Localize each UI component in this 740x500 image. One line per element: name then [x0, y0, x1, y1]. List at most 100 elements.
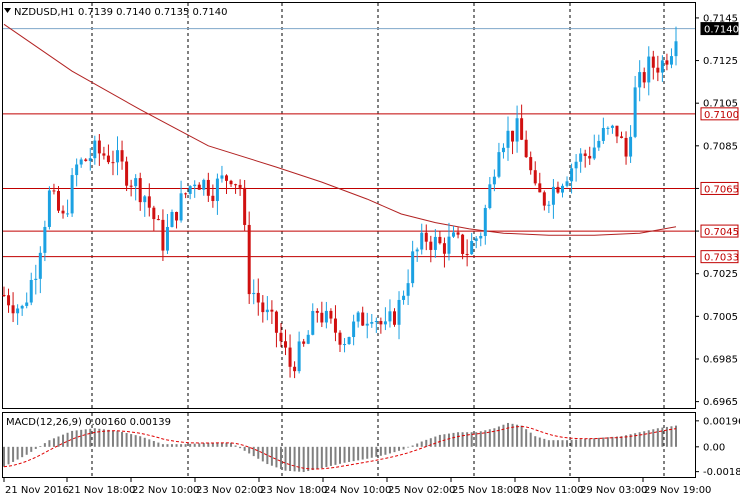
candle-body: [147, 196, 151, 208]
macd-bar: [339, 446, 341, 464]
candle-body: [215, 178, 219, 202]
macd-bar: [620, 436, 623, 447]
candle-body: [383, 321, 387, 325]
candle-body: [34, 278, 38, 280]
price-tick-label: 0.6985: [703, 354, 738, 365]
candle-body: [229, 180, 233, 185]
candle-body: [243, 187, 247, 225]
candle-body: [560, 185, 564, 193]
ohlc-label: 0.7139 0.7140 0.7135 0.7140: [78, 7, 228, 18]
candle-body: [11, 305, 15, 314]
candle-body: [138, 178, 142, 203]
candle-body: [429, 241, 433, 250]
time-tick-label: 21 Nov 2016: [5, 485, 69, 496]
macd-bar: [230, 442, 233, 447]
candle-body: [660, 60, 664, 73]
macd-bar: [479, 431, 482, 447]
time-tick-label: 24 Nov 10:00: [324, 485, 391, 496]
macd-bar: [611, 436, 614, 447]
vertical-gridlines: [91, 3, 665, 477]
price-tick-label: 0.7145: [703, 13, 738, 24]
candle-body: [224, 175, 228, 181]
candle-body: [433, 236, 437, 250]
candle-body: [293, 366, 297, 372]
candle-body: [270, 309, 274, 312]
candle-body: [20, 305, 24, 309]
candle-body: [547, 204, 551, 206]
macd-bar: [334, 446, 337, 465]
macd-bar: [243, 446, 246, 451]
candle-body: [61, 210, 65, 214]
macd-bar: [370, 446, 373, 458]
price-tick-label: 0.7105: [703, 99, 738, 110]
candle-body: [125, 161, 129, 186]
price-tick-label: 0.6965: [703, 397, 738, 408]
candle-body: [669, 56, 673, 65]
macd-bar: [143, 437, 146, 447]
macd-bar: [52, 438, 55, 447]
macd-bar: [252, 446, 255, 457]
time-tick-label: 29 Nov 03:00: [580, 485, 647, 496]
macd-bar: [457, 432, 460, 447]
time-tick-label: 23 Nov 02:00: [196, 485, 263, 496]
macd-bar: [461, 432, 464, 447]
macd-axis: 0.00196 0.00 -0.00187: [695, 416, 740, 478]
macd-bar: [189, 443, 192, 447]
candle-body: [520, 118, 524, 140]
macd-bar: [357, 446, 360, 461]
macd-bar: [570, 439, 573, 447]
candle-body: [116, 150, 120, 163]
macd-bar: [275, 446, 278, 468]
candle-body: [52, 190, 56, 192]
macd-bar: [116, 430, 119, 447]
macd-bar: [152, 440, 155, 447]
macd-bar: [111, 430, 114, 447]
candle-body: [134, 178, 138, 187]
macd-bar: [670, 426, 673, 447]
candle-body: [193, 184, 197, 187]
macd-bar: [597, 437, 600, 447]
candle-body: [29, 279, 33, 303]
macd-bar: [198, 443, 201, 447]
triangle-down-icon[interactable]: [4, 8, 11, 13]
macd-bar: [534, 436, 537, 447]
macd-bar: [207, 442, 210, 447]
candle-body: [542, 192, 546, 206]
macd-bar: [266, 446, 269, 465]
macd-bar: [675, 425, 677, 447]
macd-bar: [393, 446, 396, 453]
macd-bar: [529, 432, 532, 447]
candle-body: [265, 309, 269, 313]
macd-bar: [3, 446, 5, 467]
macd-bar: [575, 439, 578, 447]
candle-body: [238, 184, 242, 188]
candle-body: [665, 60, 669, 65]
candle-body: [302, 341, 306, 344]
candle-body: [447, 236, 451, 254]
current-price-tag-label: 0.7140: [704, 25, 739, 36]
macd-bar: [107, 429, 110, 447]
macd-bar: [561, 440, 564, 447]
macd-bar: [402, 446, 405, 450]
candle-body: [161, 219, 165, 251]
candle-body: [202, 179, 206, 190]
candle-body: [497, 152, 501, 177]
macd-bar: [320, 446, 323, 469]
macd-bar: [475, 432, 478, 447]
macd-bar: [257, 446, 260, 459]
candle-body: [424, 232, 428, 242]
candle-body: [456, 232, 460, 235]
level-tag-label: 0.7065: [704, 184, 739, 195]
candle-body: [515, 118, 519, 142]
macd-bar: [552, 440, 555, 447]
price-axis: 0.7145 0.7125 0.7105 0.7085 0.7065 0.7045 0.70…: [695, 13, 738, 408]
candle-body: [606, 127, 610, 129]
candle-body: [143, 196, 147, 203]
candle-body: [129, 185, 133, 187]
candle-body: [43, 226, 47, 253]
macd-bar: [102, 429, 105, 447]
macd-bar: [84, 429, 87, 447]
